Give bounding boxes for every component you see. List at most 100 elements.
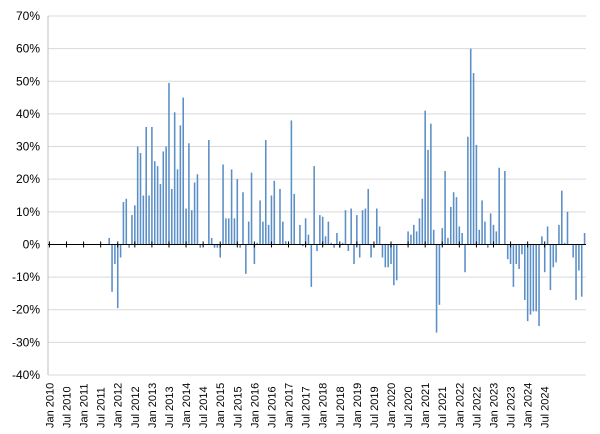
bar (469, 48, 472, 245)
bar (230, 169, 233, 245)
bar (134, 205, 136, 245)
bar (384, 244, 387, 268)
bar (546, 226, 549, 245)
bar (239, 244, 241, 248)
y-tick-label: 30% (16, 140, 40, 154)
bar (481, 200, 483, 245)
x-tick-label: Jul 2015 (232, 386, 244, 428)
bar (444, 171, 446, 245)
x-tick-label: Jan 2014 (181, 383, 193, 428)
bar (259, 200, 261, 245)
bar (515, 244, 518, 265)
bar (282, 221, 284, 245)
bar (208, 140, 210, 245)
bar (367, 188, 370, 245)
x-tick-labels: Jan 2010 Jul 2010 Jan 2011 Jul 2011 Jan 2012… (44, 383, 551, 428)
bar (173, 112, 176, 245)
bar (119, 244, 122, 258)
bar (316, 244, 318, 251)
bar (162, 151, 165, 245)
bar (270, 195, 273, 245)
bar (290, 120, 293, 245)
bar (524, 244, 526, 300)
bar (111, 244, 113, 292)
bar (179, 125, 182, 245)
bar (578, 244, 580, 271)
bar (509, 244, 512, 265)
bar (321, 216, 324, 245)
x-tick-label: Jan 2015 (215, 383, 227, 428)
bar (572, 244, 574, 258)
bar (264, 140, 267, 245)
bar (142, 195, 145, 245)
bar (387, 244, 389, 268)
bar (361, 210, 364, 245)
bar (395, 244, 398, 281)
bar (535, 244, 537, 312)
bar (168, 82, 170, 245)
bar (356, 215, 358, 245)
bar (521, 244, 523, 255)
bar (415, 231, 418, 245)
x-tick-label: Jul 2013 (164, 386, 176, 428)
x-tick-label: Jul 2010 (62, 386, 74, 428)
bar (427, 149, 429, 245)
y-tick-label: -20% (12, 303, 40, 317)
y-tick-label: -10% (12, 270, 40, 284)
bar (210, 237, 213, 245)
bar (139, 153, 142, 245)
y-tick-label: 40% (16, 107, 40, 121)
bar (293, 193, 296, 245)
bar (313, 166, 315, 245)
x-tick-label: Jul 2024 (540, 386, 552, 428)
bar (504, 171, 506, 245)
y-tick-label: 0% (23, 237, 41, 251)
bar (193, 182, 196, 245)
bar (438, 244, 441, 305)
bar (495, 231, 498, 245)
bar (350, 208, 352, 245)
bar (575, 244, 577, 300)
bar (484, 221, 486, 245)
bar (213, 244, 216, 248)
x-tick-label: Jan 2019 (352, 383, 364, 428)
bar (319, 215, 321, 245)
bar (273, 180, 276, 245)
bar (279, 188, 281, 245)
bar (430, 123, 432, 245)
x-tick-label: Jan 2020 (386, 383, 398, 428)
bar (131, 215, 133, 245)
bar (108, 237, 110, 245)
bar (222, 164, 224, 245)
bar (267, 224, 270, 245)
x-tick-label: Jul 2017 (301, 386, 313, 428)
bar (341, 242, 344, 245)
bar (242, 192, 244, 245)
x-tick-label: Jul 2014 (198, 386, 210, 428)
y-tick-label: 70% (16, 9, 40, 23)
bar (148, 195, 150, 245)
bar (310, 244, 313, 287)
bar (381, 244, 384, 258)
bar (171, 188, 173, 245)
bar (227, 218, 230, 245)
bar (526, 244, 529, 322)
bar (506, 244, 509, 260)
y-tick-label: 60% (16, 42, 40, 56)
bar (552, 244, 555, 268)
bar (196, 174, 199, 245)
bar (347, 244, 350, 251)
axes (47, 16, 586, 375)
y-tick-label: -40% (12, 368, 40, 382)
bar (165, 146, 167, 245)
bar (307, 234, 310, 245)
bar (458, 226, 461, 245)
y-tick-label: -30% (12, 335, 40, 349)
bar (199, 244, 202, 248)
bar (262, 221, 264, 245)
x-tick-label: Jan 2021 (420, 383, 432, 428)
bar (512, 244, 515, 287)
bar (301, 244, 304, 247)
bar (447, 237, 449, 245)
